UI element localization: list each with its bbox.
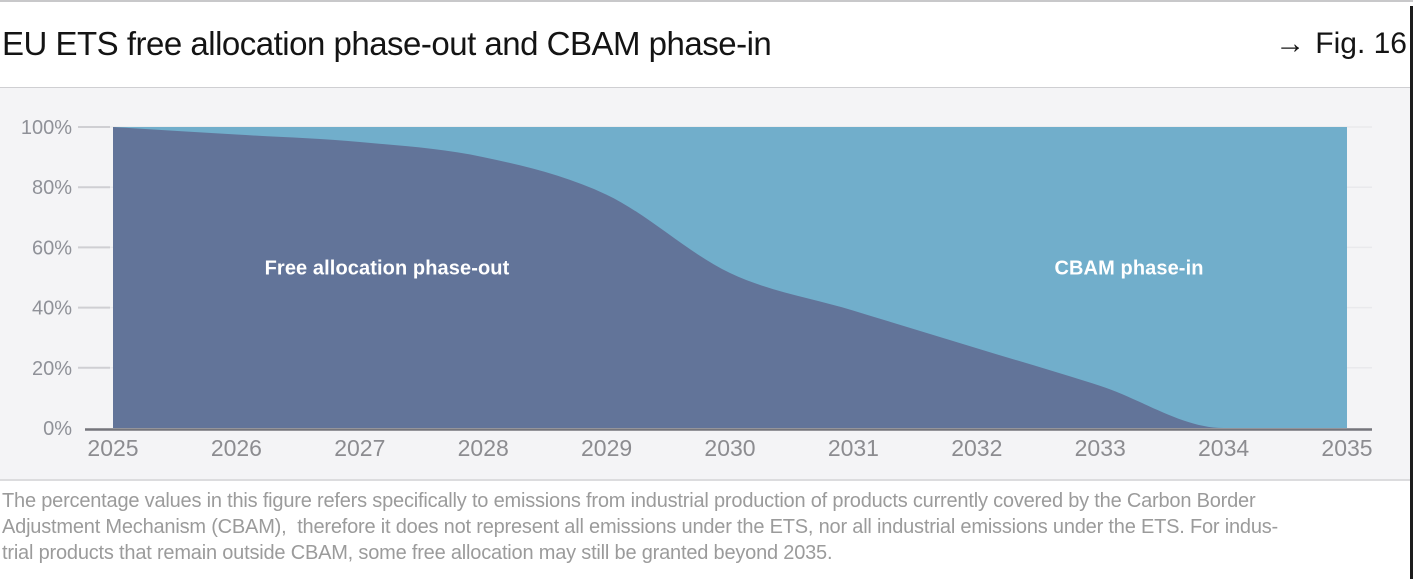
x-tick-label: 2026: [211, 435, 262, 461]
y-tick-label: 20%: [32, 358, 72, 380]
x-tick-label: 2034: [1198, 435, 1249, 461]
x-tick-label: 2027: [334, 435, 385, 461]
page-right-border: [1410, 6, 1413, 579]
figure-ref: → Fig. 16: [1275, 27, 1407, 61]
chart-panel: 100% 80% 60% 40% 20% 0% 2025 2026 2027 2028 2029 20…: [0, 87, 1413, 481]
arrow-right-icon: →: [1275, 27, 1306, 60]
area-label-cbam: CBAM phase-in: [1054, 257, 1204, 280]
x-tick-label: 2031: [828, 435, 879, 461]
x-tick-label: 2029: [581, 435, 632, 461]
footnote-line-3: trial products that remain outside CBAM,…: [2, 542, 833, 564]
footnote-line-2: Adjustment Mechanism (CBAM), therefore i…: [2, 516, 1279, 538]
area-free-allocation: [113, 127, 1347, 428]
y-tick-label: 80%: [32, 177, 72, 199]
y-tick-label: 0%: [43, 418, 72, 440]
x-tick-label: 2035: [1321, 435, 1372, 461]
page-title: EU ETS free allocation phase-out and CBA…: [2, 25, 772, 62]
area-chart: 100% 80% 60% 40% 20% 0% 2025 2026 2027 2028 2029 20…: [21, 117, 1373, 461]
figure-ref-label: Fig. 16: [1315, 27, 1407, 60]
figure-header: EU ETS free allocation phase-out and CBA…: [0, 2, 1413, 86]
footnote: The percentage values in this figure ref…: [0, 488, 1411, 566]
y-tick-label: 40%: [32, 298, 72, 320]
x-tick-label: 2028: [458, 435, 509, 461]
top-accent-bar: [0, 0, 1413, 2]
x-tick-label: 2032: [951, 435, 1002, 461]
area-label-free-allocation: Free allocation phase-out: [264, 257, 510, 280]
y-tick-label: 100%: [21, 117, 72, 139]
x-tick-label: 2030: [704, 435, 755, 461]
x-tick-label: 2025: [87, 435, 138, 461]
y-tick-label: 60%: [32, 237, 72, 259]
footnote-line-1: The percentage values in this figure ref…: [2, 490, 1256, 512]
x-tick-label: 2033: [1075, 435, 1126, 461]
